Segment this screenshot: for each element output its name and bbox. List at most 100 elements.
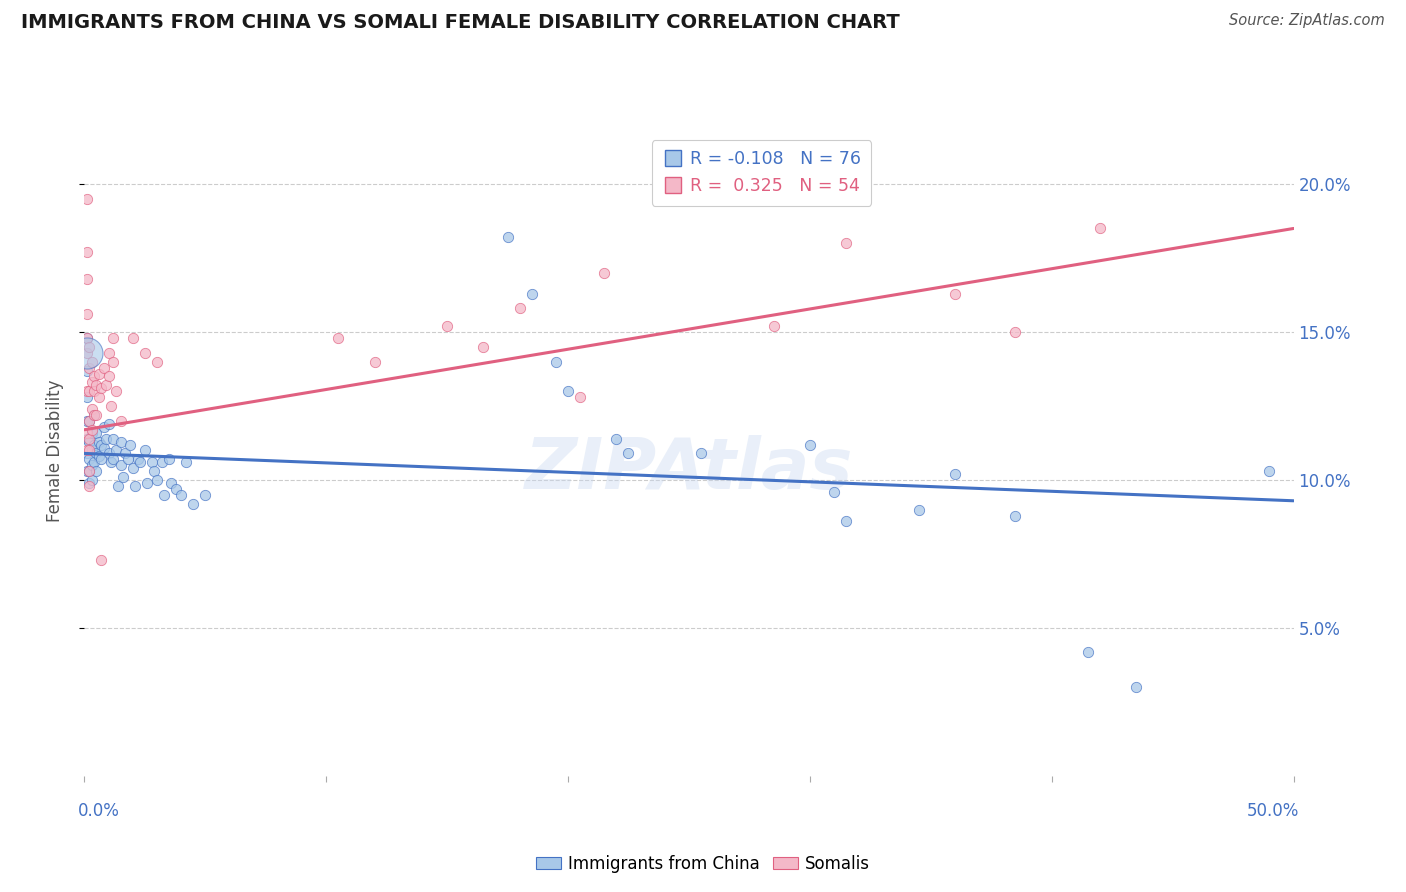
Point (77, 340, 100, 354)
Point (1088, 221, 1111, 235)
Point (77, 479, 100, 493)
Point (80, 473, 103, 487)
Point (328, 331, 350, 345)
Point (509, 301, 531, 316)
Legend: Immigrants from China, Somalis: Immigrants from China, Somalis (530, 848, 876, 880)
Point (103, 452, 125, 467)
Point (117, 452, 139, 467)
Point (80, 402, 103, 417)
Point (76, 331, 98, 345)
Point (76, 390, 98, 404)
Point (165, 482, 187, 496)
Point (76, 245, 98, 260)
Text: 0.0%: 0.0% (79, 802, 120, 820)
Point (77, 384, 100, 399)
Point (436, 319, 458, 334)
Point (77, 464, 100, 478)
Point (76, 414, 98, 428)
Point (93, 419, 115, 434)
Point (94, 432, 117, 446)
Point (1004, 508, 1026, 523)
Text: IMMIGRANTS FROM CHINA VS SOMALI FEMALE DISABILITY CORRELATION CHART: IMMIGRANTS FROM CHINA VS SOMALI FEMALE D… (21, 13, 900, 32)
Point (174, 455, 197, 469)
Point (90, 452, 112, 467)
Point (107, 479, 129, 493)
Point (136, 475, 159, 490)
Point (181, 497, 204, 511)
Point (100, 455, 122, 469)
Point (90, 553, 112, 567)
Point (110, 434, 132, 449)
Point (134, 443, 156, 458)
Point (170, 488, 193, 502)
Text: ZIPAtlas: ZIPAtlas (524, 435, 853, 505)
Point (77, 414, 100, 428)
Point (87, 367, 110, 381)
Point (76, 346, 98, 360)
Point (103, 432, 125, 446)
Point (134, 346, 156, 360)
Point (363, 354, 385, 368)
Y-axis label: Female Disability: Female Disability (45, 379, 63, 522)
Point (121, 461, 143, 475)
Point (83, 408, 105, 422)
Point (160, 475, 183, 490)
Point (146, 354, 169, 368)
Point (86, 446, 108, 460)
Point (194, 488, 217, 502)
Point (496, 230, 519, 244)
Text: Source: ZipAtlas.com: Source: ZipAtlas.com (1229, 13, 1385, 29)
Point (520, 286, 543, 301)
Point (97, 346, 120, 360)
Point (76, 443, 98, 458)
Point (129, 455, 152, 469)
Point (146, 473, 169, 487)
Point (1004, 325, 1026, 339)
Point (76, 192, 98, 206)
Point (120, 437, 142, 451)
Point (141, 455, 163, 469)
Point (76, 331, 98, 345)
Point (93, 360, 115, 375)
Point (80, 425, 103, 440)
Point (97, 417, 120, 431)
Point (80, 443, 103, 458)
Point (77, 360, 100, 375)
Point (83, 384, 105, 399)
Point (124, 479, 146, 493)
Point (76, 464, 98, 478)
Point (100, 399, 122, 413)
Point (799, 437, 821, 451)
Point (80, 376, 103, 390)
Point (93, 441, 115, 455)
Point (86, 408, 108, 422)
Point (86, 464, 108, 478)
Point (76, 432, 98, 446)
Point (76, 272, 98, 286)
Text: 50.0%: 50.0% (1247, 802, 1299, 820)
Point (83, 369, 105, 384)
Point (112, 470, 135, 484)
Point (1125, 680, 1147, 694)
Legend: R = -0.108   N = 76, R =  0.325   N = 54: R = -0.108 N = 76, R = 0.325 N = 54 (652, 140, 872, 205)
Point (835, 236, 858, 251)
Point (87, 434, 110, 449)
Point (83, 455, 105, 469)
Point (76, 425, 98, 440)
Point (104, 443, 127, 458)
Point (76, 384, 98, 399)
Point (97, 446, 120, 460)
Point (605, 432, 627, 446)
Point (127, 452, 149, 467)
Point (80, 458, 103, 473)
Point (153, 488, 176, 502)
Point (77, 475, 100, 490)
Point (472, 340, 495, 354)
Point (86, 378, 108, 392)
Point (110, 458, 132, 473)
Point (87, 450, 110, 464)
Point (80, 354, 103, 368)
Point (943, 286, 966, 301)
Point (823, 484, 845, 499)
Point (557, 384, 579, 399)
